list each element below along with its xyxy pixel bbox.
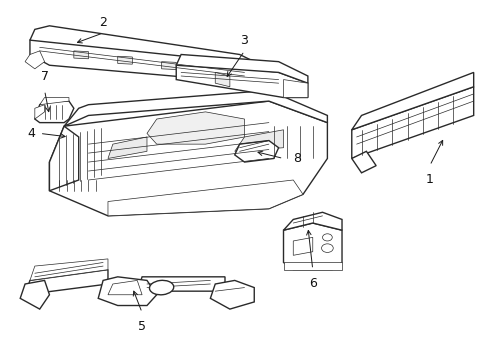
- Text: 5: 5: [138, 320, 146, 333]
- Polygon shape: [49, 126, 79, 191]
- Polygon shape: [210, 280, 254, 309]
- Polygon shape: [118, 56, 132, 64]
- Polygon shape: [25, 270, 108, 295]
- Text: 1: 1: [425, 173, 433, 186]
- Circle shape: [322, 234, 331, 241]
- Polygon shape: [293, 237, 312, 255]
- Polygon shape: [30, 33, 254, 83]
- Polygon shape: [234, 130, 283, 151]
- Polygon shape: [108, 280, 142, 295]
- Polygon shape: [30, 26, 254, 69]
- Polygon shape: [283, 223, 341, 270]
- Polygon shape: [98, 277, 157, 306]
- Text: 7: 7: [41, 70, 48, 83]
- Polygon shape: [351, 87, 473, 158]
- Polygon shape: [74, 51, 88, 59]
- Text: 2: 2: [99, 17, 107, 30]
- Polygon shape: [283, 262, 341, 270]
- Text: 4: 4: [27, 127, 35, 140]
- Polygon shape: [35, 105, 44, 119]
- Circle shape: [321, 244, 332, 252]
- Polygon shape: [49, 101, 327, 216]
- Polygon shape: [30, 259, 108, 280]
- Polygon shape: [35, 101, 74, 123]
- Polygon shape: [40, 98, 69, 105]
- Polygon shape: [137, 277, 224, 291]
- Polygon shape: [161, 62, 176, 69]
- Polygon shape: [283, 212, 341, 230]
- Polygon shape: [147, 112, 244, 144]
- Polygon shape: [25, 51, 44, 69]
- Polygon shape: [176, 62, 307, 98]
- Text: 8: 8: [293, 152, 301, 165]
- Polygon shape: [234, 140, 278, 162]
- Text: 6: 6: [308, 277, 316, 290]
- Polygon shape: [176, 54, 307, 83]
- Polygon shape: [108, 180, 303, 216]
- Text: 3: 3: [240, 34, 248, 47]
- Polygon shape: [20, 280, 49, 309]
- Polygon shape: [108, 137, 147, 158]
- Polygon shape: [283, 80, 307, 98]
- Polygon shape: [64, 90, 327, 126]
- Ellipse shape: [149, 280, 173, 295]
- Polygon shape: [215, 72, 229, 87]
- Polygon shape: [351, 151, 375, 173]
- Polygon shape: [351, 72, 473, 130]
